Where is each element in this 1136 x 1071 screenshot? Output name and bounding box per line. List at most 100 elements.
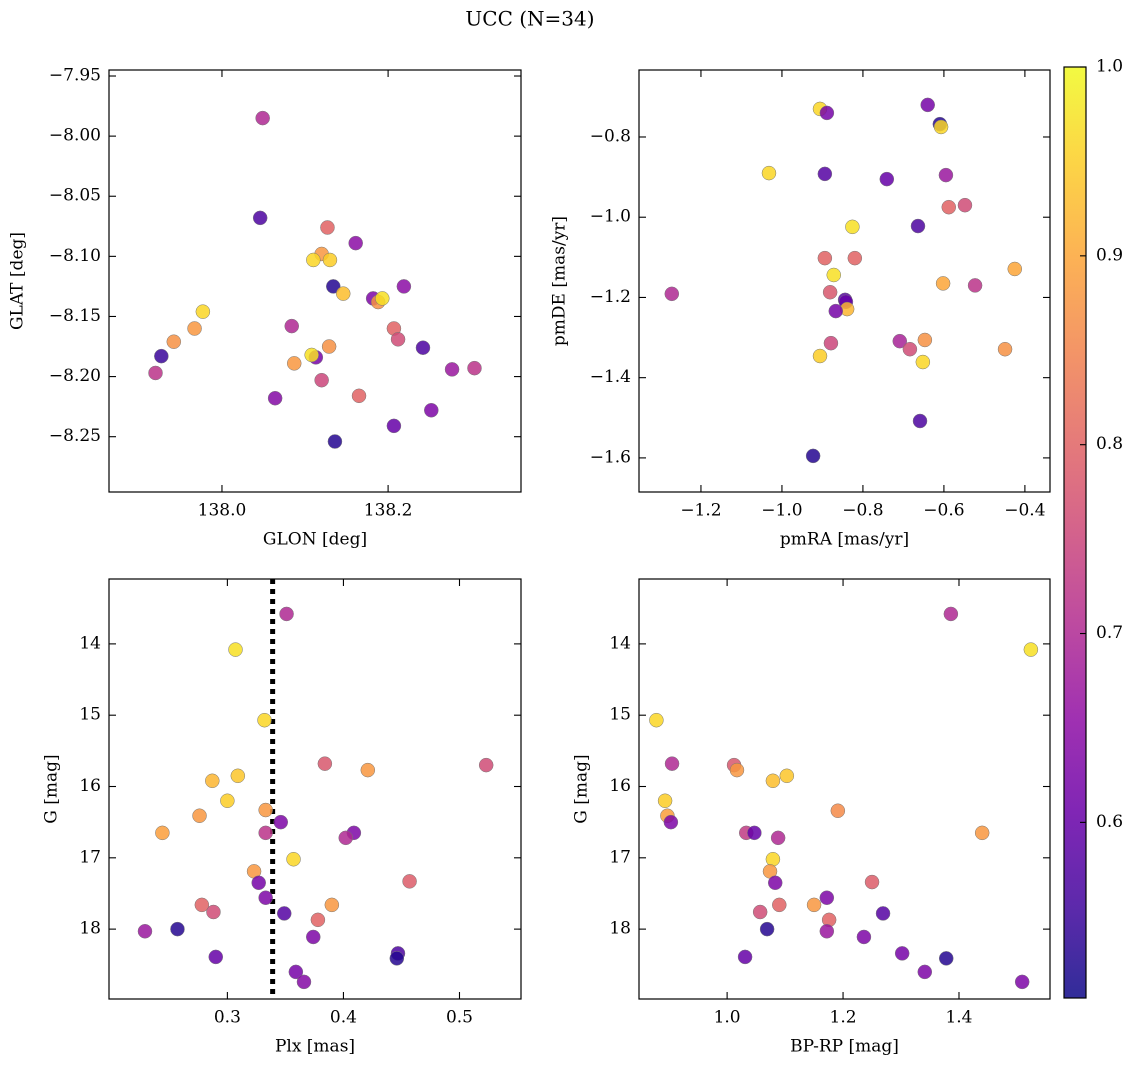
- data-point: [974, 825, 990, 841]
- colorbar-tick-label: 0.7: [1096, 623, 1123, 643]
- data-point: [817, 166, 833, 182]
- data-point: [390, 332, 406, 347]
- x-axis-label: pmRA [mas/yr]: [780, 530, 909, 550]
- y-tick-label: −8.15: [49, 306, 101, 326]
- data-point: [812, 348, 828, 364]
- data-point: [267, 390, 283, 406]
- colorbar-tick-label: 0.8: [1096, 434, 1123, 454]
- data-point: [314, 372, 329, 388]
- data-point: [806, 897, 822, 913]
- colorbar: [1064, 67, 1086, 998]
- data-point: [1023, 642, 1039, 657]
- data-point: [747, 825, 762, 841]
- data-point: [148, 365, 163, 381]
- plot-frame: [638, 69, 1051, 493]
- data-point: [772, 897, 787, 913]
- subplot: 0.3 0.4 0.5 14 15 16 17 18 Plx [mas] G [mag]: [42, 578, 522, 1057]
- data-point: [915, 354, 931, 370]
- data-point: [892, 333, 908, 349]
- x-axis-label: GLON [deg]: [263, 530, 367, 550]
- plot-frame: [108, 69, 522, 493]
- data-point: [304, 347, 319, 363]
- y-tick-label: −0.8: [590, 126, 631, 146]
- data-point: [828, 303, 844, 319]
- data-point: [170, 921, 185, 937]
- data-point: [306, 929, 321, 945]
- data-point: [920, 97, 935, 113]
- data-point: [321, 339, 337, 354]
- data-point: [879, 171, 895, 187]
- x-tick-label: −0.6: [923, 501, 964, 521]
- data-point: [137, 924, 153, 939]
- x-tick-label: 138.2: [364, 501, 413, 521]
- data-point: [967, 278, 983, 293]
- data-point: [306, 252, 321, 268]
- data-point: [779, 768, 795, 784]
- data-point: [664, 756, 680, 771]
- data-point: [933, 119, 949, 135]
- data-point: [1007, 261, 1023, 277]
- data-point: [823, 335, 839, 351]
- x-tick-label: 0.3: [214, 1008, 241, 1028]
- x-tick-label: 1.4: [945, 1008, 972, 1028]
- data-point: [938, 951, 954, 966]
- data-point: [258, 802, 273, 818]
- data-point: [396, 279, 412, 294]
- data-point: [424, 402, 439, 418]
- y-tick-label: 14: [609, 633, 631, 653]
- data-point: [765, 851, 781, 867]
- y-axis-label: pmDE [mas/yr]: [550, 216, 570, 346]
- y-tick-label: 18: [609, 919, 631, 939]
- data-point: [327, 434, 343, 449]
- data-point: [826, 267, 842, 283]
- data-point: [664, 286, 680, 302]
- y-tick-label: −8.05: [49, 186, 101, 206]
- data-point: [348, 235, 363, 251]
- y-tick-label: −1.2: [590, 287, 631, 307]
- data-point: [286, 851, 301, 867]
- data-point: [252, 210, 268, 226]
- y-tick-label: 18: [79, 919, 101, 939]
- data-point: [663, 814, 679, 830]
- colorbar-tick-label: 0.9: [1096, 245, 1123, 265]
- data-point: [912, 413, 928, 429]
- data-point: [389, 951, 405, 966]
- data-point: [195, 304, 211, 319]
- data-point: [258, 890, 273, 905]
- data-point: [402, 874, 417, 889]
- data-point: [187, 321, 202, 336]
- x-axis-label: BP-RP [mag]: [790, 1037, 899, 1057]
- data-point: [752, 904, 768, 920]
- subplot: 138.0 138.2 −7.95 −8.00 −8.05 −8.10 −8.15 −8.20…: [8, 66, 522, 550]
- data-point: [351, 388, 367, 404]
- data-point: [375, 291, 390, 306]
- data-point: [317, 756, 333, 771]
- data-point: [770, 830, 786, 846]
- x-tick-label: 1.2: [830, 1008, 857, 1028]
- x-tick-label: −0.4: [1004, 501, 1045, 521]
- data-point: [220, 793, 235, 809]
- plot-frame: [108, 578, 522, 1000]
- data-point: [649, 712, 664, 728]
- x-tick-label: 0.4: [330, 1008, 357, 1028]
- x-tick-label: −0.8: [842, 501, 883, 521]
- data-point: [335, 286, 351, 301]
- x-tick-label: 138.0: [198, 501, 247, 521]
- data-point: [286, 356, 302, 371]
- x-tick-label: −1.2: [680, 501, 721, 521]
- colorbar-tick-label: 0.6: [1096, 812, 1123, 832]
- y-tick-label: −8.10: [49, 246, 101, 266]
- y-tick-label: −1.4: [590, 367, 631, 387]
- colorbar-frame: [1063, 66, 1087, 999]
- data-point: [166, 334, 182, 349]
- data-point: [761, 165, 777, 181]
- data-point: [206, 904, 221, 920]
- y-tick-label: 15: [79, 705, 101, 725]
- y-axis-label: G [mag]: [42, 754, 62, 823]
- y-axis-label: GLAT [deg]: [8, 232, 28, 330]
- data-point: [338, 830, 354, 846]
- data-point: [729, 762, 745, 778]
- data-point: [324, 897, 340, 913]
- data-point: [759, 921, 775, 937]
- data-point: [257, 712, 272, 728]
